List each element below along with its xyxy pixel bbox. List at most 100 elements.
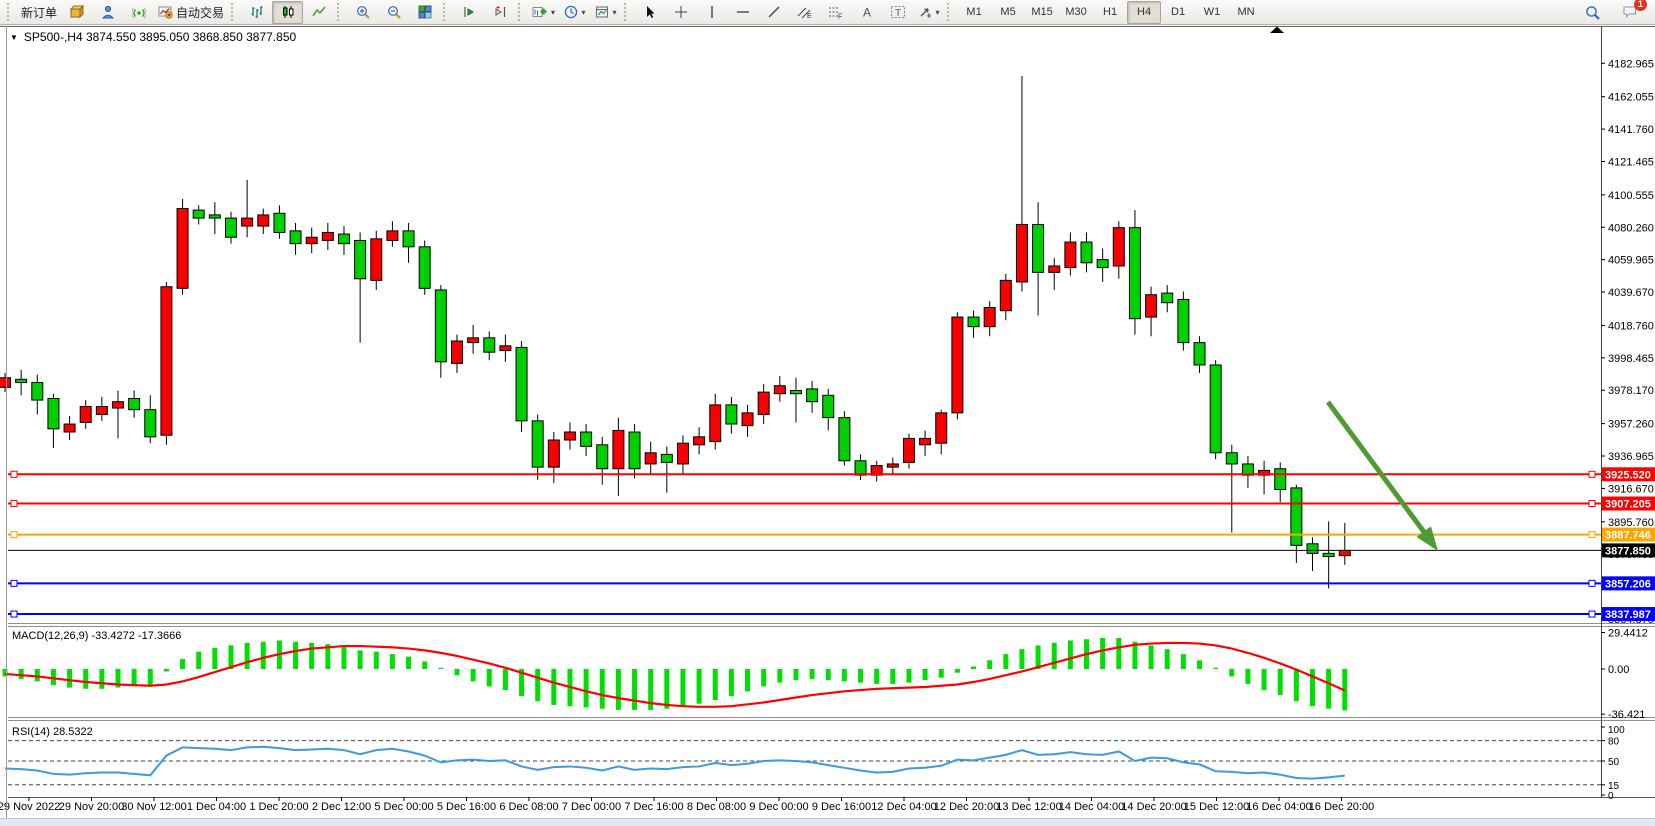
crosshair-icon[interactable] [665, 1, 696, 24]
price-label: 3887.746 [1605, 530, 1651, 542]
search-icon[interactable] [1577, 1, 1608, 24]
candle [0, 377, 11, 388]
price-tick-label: 4162.055 [1608, 92, 1654, 104]
hline-handle[interactable] [1588, 500, 1596, 508]
trend-arrow[interactable] [1325, 400, 1429, 537]
market-watch-icon[interactable] [92, 1, 123, 24]
auto-scroll-icon[interactable] [453, 1, 484, 24]
macd-bar [18, 669, 24, 679]
templates-icon[interactable]: ▾ [590, 1, 621, 24]
chart-line-icon[interactable] [303, 1, 334, 24]
candle [886, 463, 899, 468]
dropdown-arrow-icon[interactable]: ▾ [612, 7, 617, 17]
candle [919, 437, 932, 446]
new-chart-icon[interactable]: ▾ [528, 1, 559, 24]
hline-handle[interactable] [10, 500, 18, 508]
svg-text:T: T [894, 8, 900, 19]
time-tick-label: 16 Dec 20:00 [1309, 801, 1374, 813]
candle [935, 412, 948, 444]
timeframe-m30-button[interactable]: M30 [1065, 6, 1087, 18]
dropdown-arrow-icon[interactable]: ▾ [551, 7, 556, 17]
chart-shift-icon[interactable] [484, 1, 515, 24]
macd-bar [922, 669, 928, 681]
hline-handle[interactable] [10, 531, 18, 539]
time-tick-label: 6 Dec 08:00 [499, 801, 558, 813]
price-tick-label: 4039.670 [1608, 287, 1654, 299]
tile-windows-icon[interactable] [409, 1, 440, 24]
trendline-icon[interactable] [758, 1, 789, 24]
candle [983, 306, 996, 328]
new-order-button[interactable]: 新订单 [17, 1, 61, 24]
zoom-out-icon[interactable] [378, 1, 409, 24]
auto-trading-label: 自动交易 [176, 5, 225, 20]
equidistant-channel-icon[interactable]: E [789, 1, 820, 24]
candle [709, 404, 722, 443]
macd-bar [325, 644, 331, 669]
symbol-dropdown-icon[interactable]: ▼ [10, 32, 18, 42]
notifications-icon[interactable]: 1 [1614, 0, 1647, 24]
hline-handle[interactable] [10, 610, 18, 618]
macd-bar [470, 669, 476, 682]
text-label-icon[interactable]: T [882, 1, 913, 24]
chart-canvas[interactable]: 4182.965 4162.055 4141.760 4121.465 4100.555… [0, 26, 1655, 818]
macd-bar [1261, 669, 1267, 691]
last-bar-marker-icon [1270, 26, 1284, 33]
candle [580, 431, 593, 447]
hline-handle[interactable] [1588, 531, 1596, 539]
horizontal-line-icon[interactable] [727, 1, 758, 24]
price-label-box [1602, 467, 1655, 482]
timeframe-d1-button[interactable]: D1 [1171, 6, 1186, 18]
hline-handle[interactable] [10, 579, 18, 587]
candle [822, 394, 835, 419]
time-tick-label: 5 Dec 00:00 [374, 801, 433, 813]
macd-bar [341, 646, 347, 669]
dropdown-arrow-icon[interactable]: ▾ [581, 7, 586, 17]
timeframe-h4-button[interactable]: H4 [1127, 0, 1162, 24]
candle [693, 436, 706, 446]
vertical-line-icon[interactable] [696, 1, 727, 24]
arrows-icon[interactable]: ▾ [913, 1, 944, 24]
signal-icon[interactable] [123, 1, 154, 24]
macd-bar [858, 669, 864, 683]
timeframe-m1-button[interactable]: M1 [966, 6, 982, 18]
hline-handle[interactable] [10, 470, 18, 478]
macd-bar [357, 650, 363, 669]
window-frame [6, 26, 7, 818]
timeframe-h1-button[interactable]: H1 [1103, 6, 1118, 18]
macd-bar [502, 669, 508, 691]
timeframe-m15-button[interactable]: M15 [1031, 6, 1053, 18]
chart-title-text: SP500-,H4 3874.550 3895.050 3868.850 387… [23, 30, 297, 44]
candle [789, 390, 802, 395]
candle [176, 208, 189, 289]
candle [192, 209, 205, 219]
zoom-in-icon[interactable] [347, 1, 378, 24]
candle [612, 429, 625, 470]
hline-handle[interactable] [1588, 470, 1596, 478]
candle [531, 420, 544, 468]
auto-trading-icon[interactable]: 自动交易 [154, 1, 228, 24]
chart-candles-icon[interactable] [272, 0, 304, 24]
timeframe-m5-button[interactable]: M5 [1000, 6, 1016, 18]
macd-bar [1132, 641, 1138, 669]
chart-bars-icon[interactable] [241, 1, 272, 24]
timeframe-mn-button[interactable]: MN [1237, 6, 1255, 18]
timeframe-w1-button[interactable]: W1 [1203, 6, 1221, 18]
macd-bar [373, 651, 379, 669]
macd-bar [99, 669, 105, 689]
periods-icon[interactable]: ▾ [559, 1, 590, 24]
dropdown-arrow-icon[interactable]: ▾ [935, 7, 940, 17]
macd-bar [1019, 649, 1025, 669]
trend-arrow-head[interactable] [1416, 526, 1438, 551]
market-cube-icon[interactable] [61, 1, 92, 24]
hline-handle[interactable] [1588, 579, 1596, 587]
text-icon[interactable]: A [851, 1, 882, 24]
macd-bar [664, 669, 670, 709]
macd-bar [615, 669, 621, 710]
hline-handle[interactable] [1588, 610, 1596, 618]
price-label-box [1602, 543, 1655, 558]
macd-bar [1229, 669, 1235, 677]
cursor-icon[interactable] [634, 1, 665, 24]
fibonacci-icon[interactable]: F [820, 1, 851, 24]
macd-bar [1116, 638, 1122, 669]
time-tick-label: 2 Dec 12:00 [312, 801, 371, 813]
